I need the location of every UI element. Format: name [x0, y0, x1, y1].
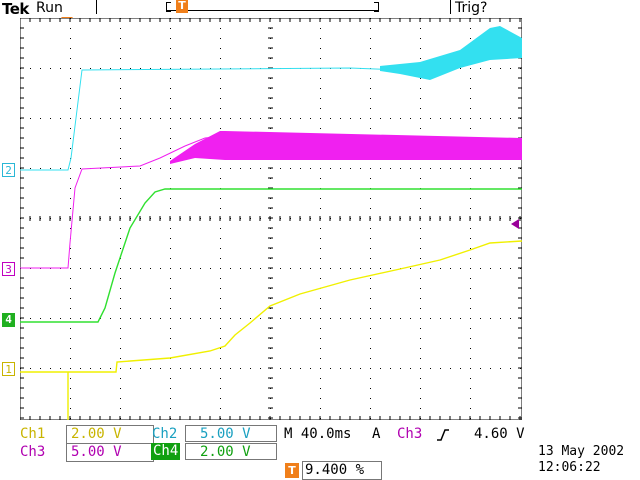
acquisition-state: Run — [36, 0, 63, 16]
ch2-label: Ch2 — [152, 426, 178, 442]
record-view-bar — [166, 10, 378, 11]
ch4-trace — [20, 188, 522, 323]
ch1-scale[interactable]: 2.00 V — [66, 425, 154, 444]
status-bar: Tek Run T Trig? — [0, 0, 640, 18]
ch4-label: Ch4 — [151, 443, 181, 460]
record-trigger-marker: T — [176, 0, 188, 13]
trigger-position[interactable]: 9.400 % — [302, 461, 382, 480]
ch3-noise-band — [170, 131, 522, 164]
ch4-scale[interactable]: 2.00 V — [185, 443, 277, 460]
time: 12:06:22 — [538, 460, 601, 475]
trigger-position-marker-small: T — [285, 463, 299, 478]
record-view-bracket-right — [374, 2, 379, 12]
waveform-display — [20, 18, 522, 420]
ch3-label: Ch3 — [20, 444, 46, 460]
date: 13 May 2002 — [538, 444, 625, 459]
ch3-ground-marker[interactable]: 3 — [2, 262, 15, 276]
ch2-noise-band — [380, 26, 522, 80]
ch2-scale[interactable]: 5.00 V — [185, 425, 277, 442]
divider — [96, 0, 97, 14]
rising-edge-icon — [437, 429, 449, 441]
divider — [450, 0, 451, 14]
ch3-scale[interactable]: 5.00 V — [66, 443, 154, 462]
record-view-bracket-left — [166, 2, 171, 12]
trigger-level[interactable]: 4.60 V — [474, 426, 525, 442]
timebase[interactable]: M 40.0ms — [284, 426, 352, 442]
trigger-status: Trig? — [455, 0, 488, 16]
ch2-ground-marker[interactable]: 2 — [2, 163, 15, 177]
ch4-ground-marker[interactable]: 4 — [2, 313, 15, 327]
ch1-label: Ch1 — [20, 426, 46, 442]
trigger-mode: A — [372, 426, 381, 442]
trigger-level-arrow-icon[interactable] — [510, 218, 522, 230]
brand-logo: Tek — [2, 0, 29, 18]
trigger-source[interactable]: Ch3 — [397, 426, 423, 442]
ch1-ground-marker[interactable]: 1 — [2, 362, 15, 376]
ch1-trace — [20, 240, 522, 420]
